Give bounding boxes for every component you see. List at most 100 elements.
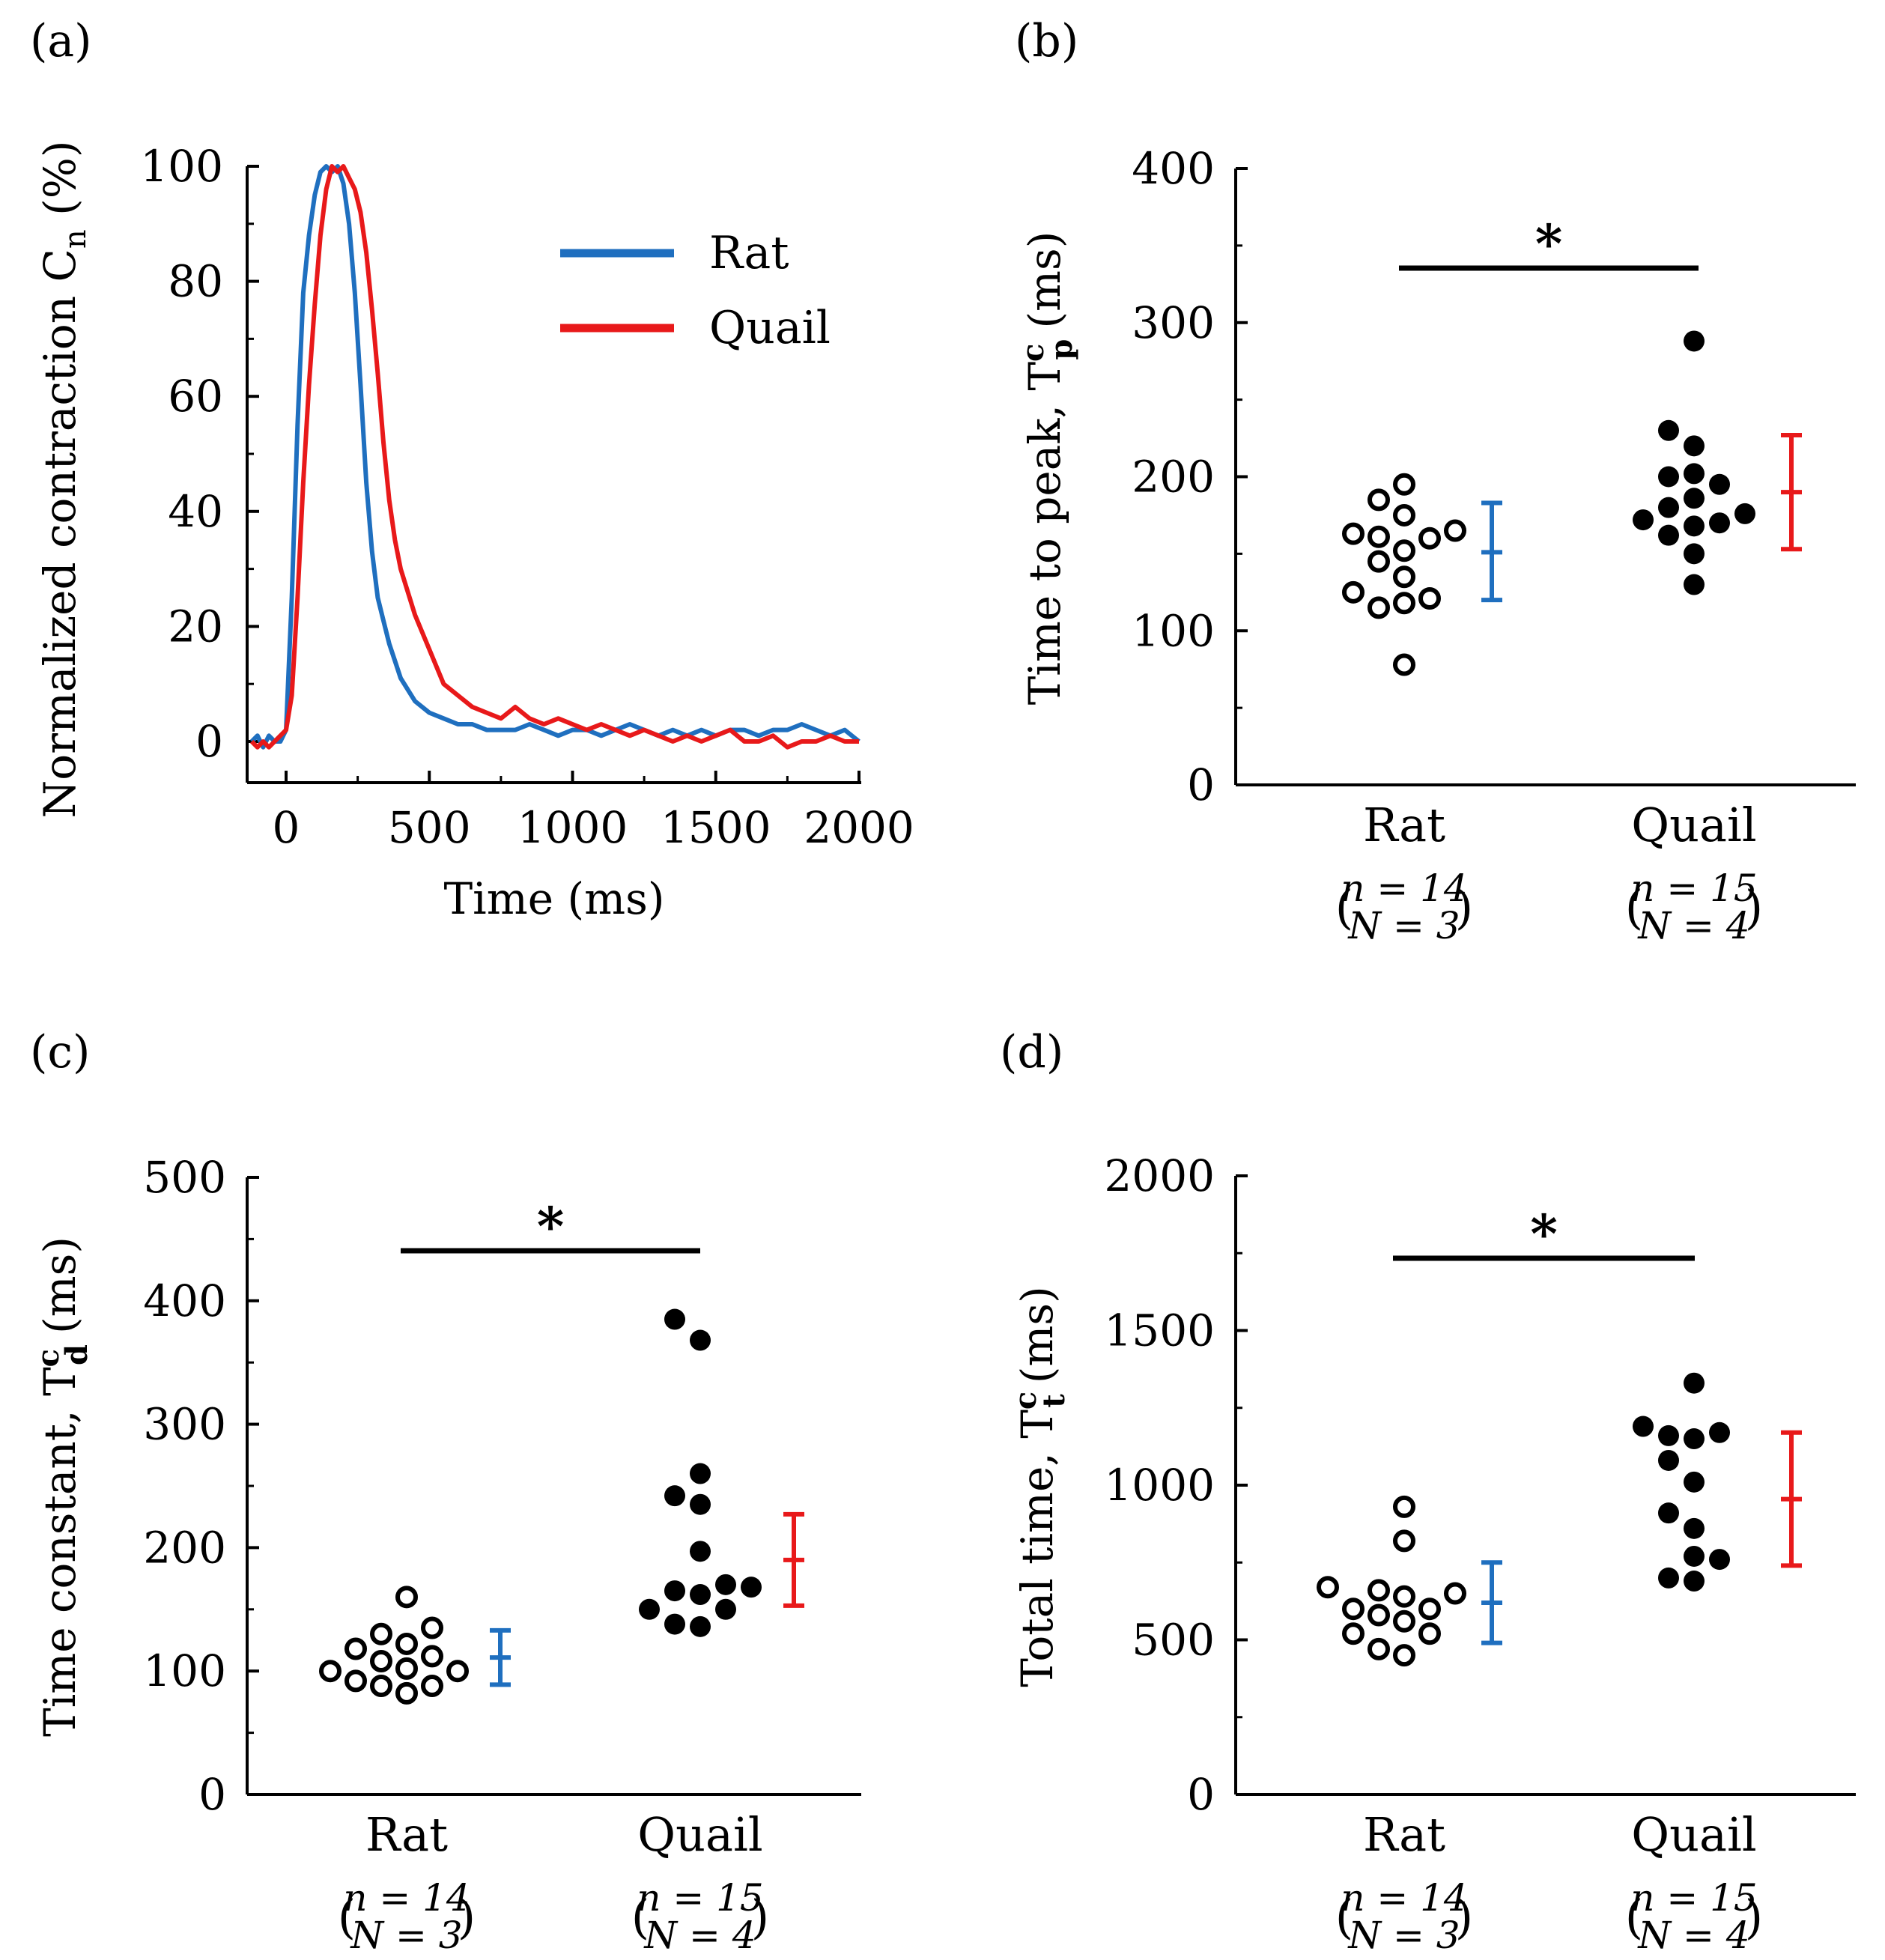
y-tick-label-a: 40 [168, 486, 223, 537]
data-point-quail [1684, 330, 1705, 352]
data-point-rat [1368, 550, 1390, 573]
group-paren-right: ) [1745, 1890, 1763, 1944]
data-point-quail [741, 1577, 762, 1598]
y-axis-title-sub-d: t [1036, 1394, 1072, 1408]
data-point-rat [1342, 580, 1365, 604]
data-point-quail [1658, 1502, 1679, 1524]
data-point-rat [1444, 1582, 1466, 1605]
data-point-rat [395, 1586, 418, 1609]
data-point-rat [370, 1650, 392, 1673]
group-N-label: N = 3 [1347, 904, 1460, 947]
data-point-quail [1684, 515, 1705, 537]
data-point-rat [1368, 1637, 1390, 1660]
data-point-quail [1658, 419, 1679, 441]
y-axis-title-tail-c: (ms) [34, 1237, 85, 1334]
group-paren-right: ) [751, 1890, 769, 1944]
data-point-quail [1658, 497, 1679, 518]
legend-label-rat: Rat [709, 227, 789, 279]
y-axis-title-c: Time constant, Tcd (ms) [31, 1237, 94, 1737]
group-n-label: n = 15 [1630, 867, 1758, 910]
panel-label-b: (b) [1015, 15, 1078, 67]
x-tick-label-a: 0 [273, 802, 300, 853]
category-label-quail-b: Quail [1631, 798, 1756, 852]
data-point-quail [690, 1584, 711, 1606]
group-paren-left: ( [1625, 880, 1643, 935]
group-N-label: N = 4 [643, 1914, 756, 1957]
data-point-quail [1658, 1449, 1679, 1471]
panel-c: (c) 0 100 200 300 400 500 Time constant, Tcd (ms… [30, 1026, 861, 1957]
data-point-rat [1368, 596, 1390, 619]
group-n-label: n = 15 [637, 1876, 764, 1920]
y-tick-label-c: 0 [198, 1769, 226, 1820]
group-N-label: N = 4 [1637, 1914, 1749, 1957]
data-point-rat [421, 1674, 443, 1697]
y-tick-label-b: 100 [1132, 605, 1215, 656]
y-axis-title-tail-d: (ms) [1012, 1286, 1063, 1383]
category-label-rat-b: Rat [1363, 798, 1445, 852]
group-N-label: N = 3 [350, 1914, 462, 1957]
y-tick-label-b: 300 [1132, 297, 1215, 348]
data-point-rat [1317, 1576, 1339, 1599]
data-point-quail [1633, 1416, 1654, 1437]
data-point-rat [1418, 527, 1441, 550]
y-axis-title-main-b: Time to peak, T [1019, 362, 1070, 706]
y-axis-title-b: Time to peak, Tcp (ms) [1016, 231, 1079, 706]
x-tick-label-a: 500 [388, 802, 471, 853]
data-point-rat [370, 1622, 392, 1645]
data-point-rat [395, 1632, 418, 1655]
data-point-rat [1393, 503, 1415, 527]
data-point-quail [1684, 1471, 1705, 1493]
y-axis-title-a: Normalized contraction Cn (%) [34, 141, 93, 819]
data-point-rat [1342, 1598, 1365, 1621]
y-tick-label-a: 0 [195, 716, 223, 767]
data-point-quail [1684, 1372, 1705, 1394]
group-N-label: N = 3 [1347, 1914, 1460, 1957]
y-axis-title-sup-b: c [1016, 344, 1051, 362]
significance-star-b: * [1535, 213, 1563, 275]
category-label-rat-c: Rat [365, 1807, 448, 1862]
data-point-quail [664, 1580, 685, 1602]
data-point-quail [664, 1485, 685, 1507]
data-point-quail [1658, 1425, 1679, 1446]
y-tick-label-a: 80 [168, 256, 223, 307]
y-tick-label-d: 1500 [1104, 1305, 1215, 1356]
data-point-quail [1709, 1549, 1730, 1571]
data-point-rat [1418, 1598, 1441, 1621]
y-axis-title-a-tail: (%) [34, 141, 85, 230]
y-tick-label-d: 0 [1187, 1769, 1215, 1820]
legend-label-quail: Quail [709, 302, 831, 354]
data-point-rat [1444, 519, 1466, 542]
category-label-quail-d: Quail [1631, 1807, 1756, 1862]
y-tick-label-d: 500 [1132, 1615, 1215, 1666]
category-label-quail-c: Quail [637, 1807, 762, 1862]
y-axis-title-main-c: Time constant, T [34, 1367, 85, 1737]
y-tick-label-b: 0 [1187, 759, 1215, 810]
data-point-rat [1368, 1579, 1390, 1602]
data-point-quail [1709, 512, 1730, 534]
y-tick-label-a: 100 [140, 141, 223, 192]
data-point-quail [1684, 1517, 1705, 1539]
data-point-quail [664, 1308, 685, 1330]
y-tick-label-d: 1000 [1104, 1460, 1215, 1511]
y-tick-label-a: 20 [168, 601, 223, 652]
x-tick-label-a: 1500 [661, 802, 771, 853]
data-point-quail [1684, 574, 1705, 595]
y-tick-label-c: 300 [143, 1399, 226, 1450]
data-point-quail [690, 1329, 711, 1351]
group-N-label: N = 4 [1637, 904, 1749, 947]
data-point-rat [1393, 1609, 1415, 1633]
data-point-rat [1368, 525, 1390, 548]
group-paren-right: ) [458, 1890, 476, 1944]
group-paren-left: ( [338, 1890, 356, 1944]
y-tick-label-c: 100 [143, 1645, 226, 1696]
data-point-quail [1658, 1567, 1679, 1589]
data-point-quail [1658, 524, 1679, 546]
y-axis-title-main-d: Total time, T [1012, 1410, 1063, 1687]
data-point-rat [1393, 1529, 1415, 1553]
data-point-quail [1684, 1571, 1705, 1592]
significance-star-d: * [1530, 1203, 1558, 1265]
y-tick-label-b: 200 [1132, 452, 1215, 503]
data-point-quail [1684, 463, 1705, 485]
data-point-quail [1734, 503, 1755, 524]
